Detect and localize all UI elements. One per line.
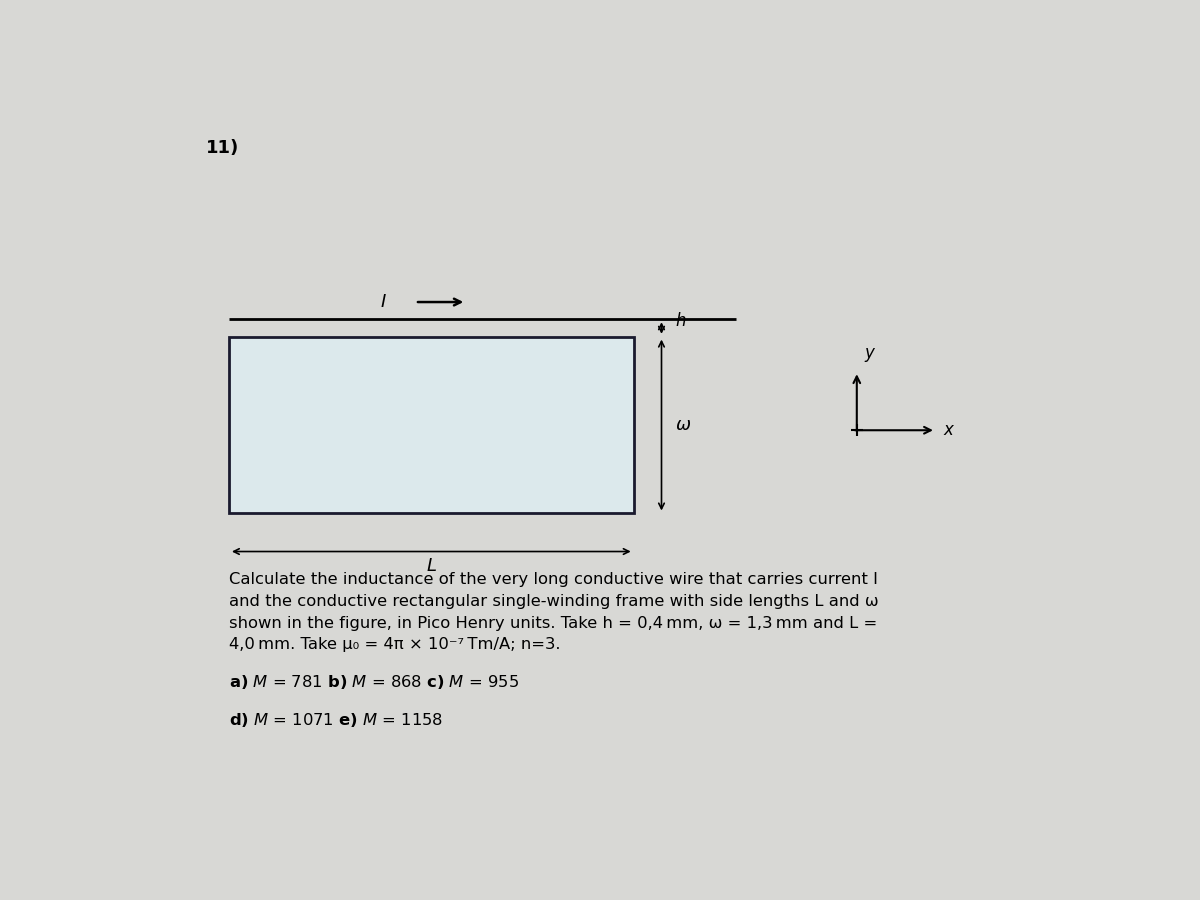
Text: 11): 11) xyxy=(206,140,239,158)
Text: $I$: $I$ xyxy=(380,293,388,311)
Text: $y$: $y$ xyxy=(864,346,877,364)
Text: $L$: $L$ xyxy=(426,557,437,575)
Text: Calculate the inductance of the very long conductive wire that carries current I: Calculate the inductance of the very lon… xyxy=(229,572,878,652)
Text: $\mathbf{d)}$ $M$ = 1071 $\mathbf{e)}$ $M$ = 1158: $\mathbf{d)}$ $M$ = 1071 $\mathbf{e)}$ $… xyxy=(229,711,443,729)
Bar xyxy=(229,337,634,513)
Text: $x$: $x$ xyxy=(943,422,955,438)
Text: $h$: $h$ xyxy=(674,312,686,330)
Text: $\mathbf{a)}$ $M$ = 781 $\mathbf{b)}$ $M$ = 868 $\mathbf{c)}$ $M$ = 955: $\mathbf{a)}$ $M$ = 781 $\mathbf{b)}$ $M… xyxy=(229,673,520,691)
Text: $\omega$: $\omega$ xyxy=(674,416,691,434)
